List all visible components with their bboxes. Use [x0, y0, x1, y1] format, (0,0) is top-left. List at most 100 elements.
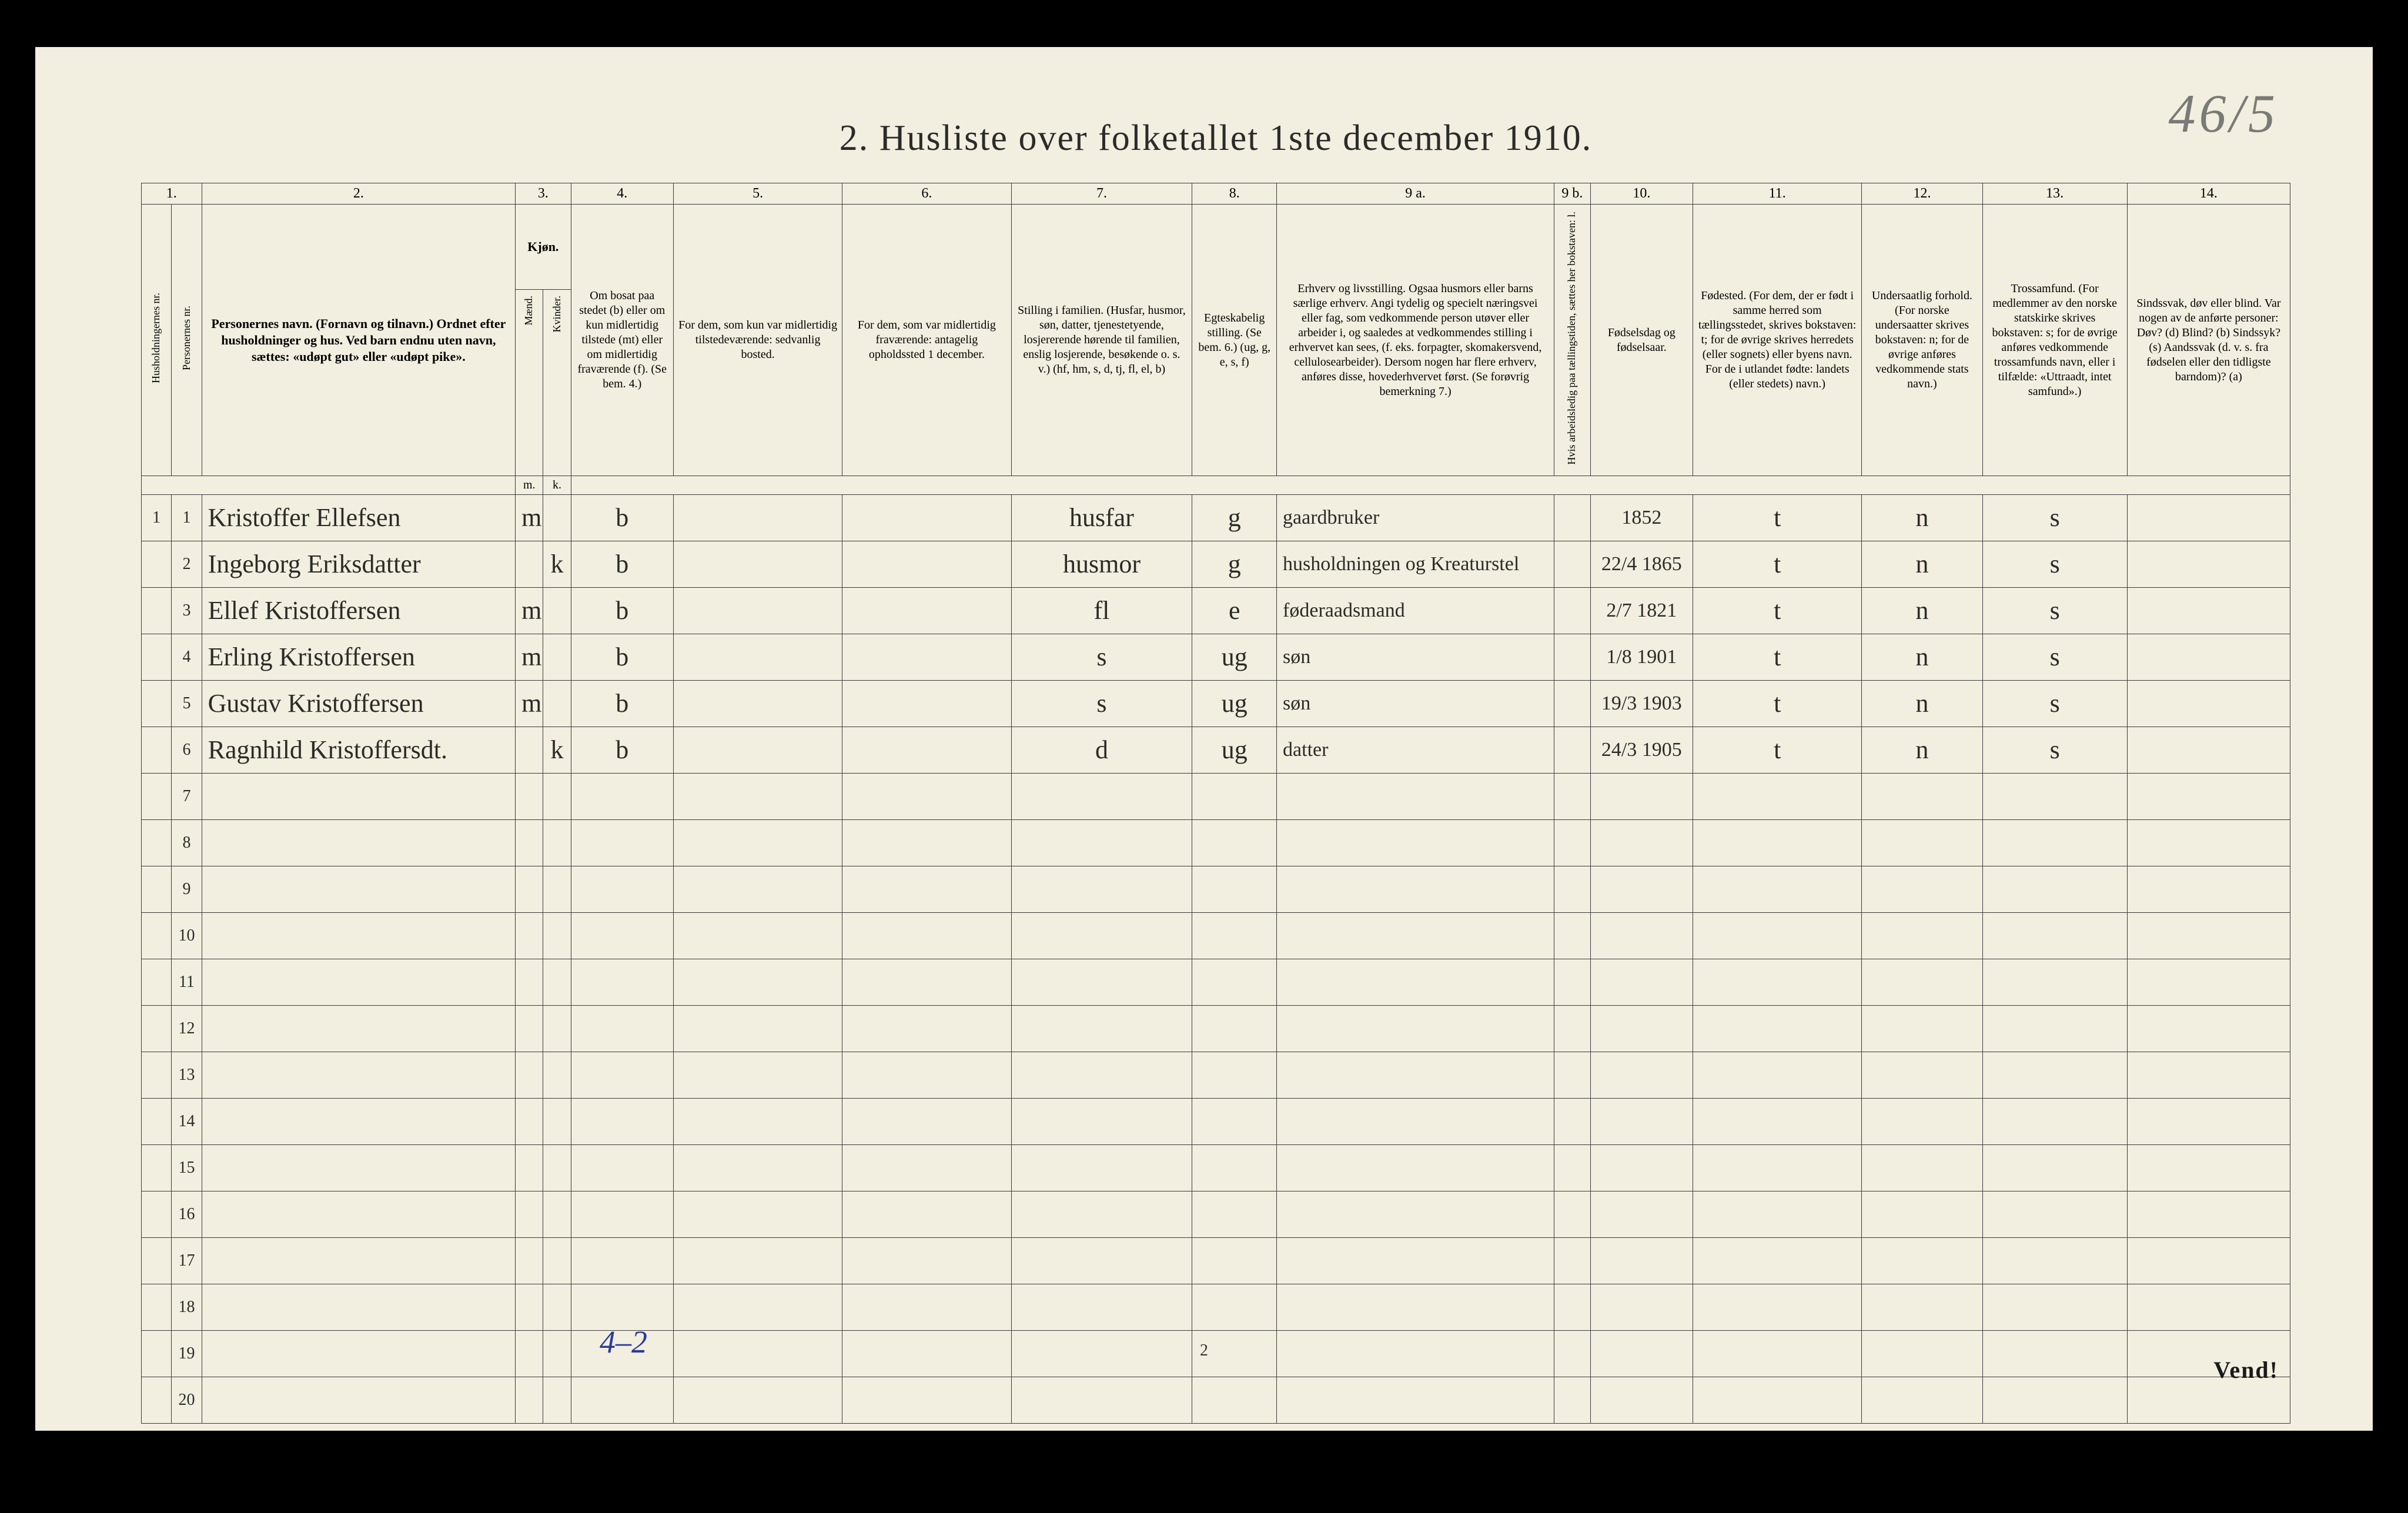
- fodested-cell: t: [1693, 588, 1862, 634]
- trossamfund-cell: s: [1982, 681, 2127, 727]
- blank-cell: 7: [172, 774, 202, 820]
- blank-cell: [1590, 774, 1693, 820]
- blank-cell: [1192, 1099, 1277, 1145]
- blank-cell: [1192, 913, 1277, 959]
- blank-cell: [1693, 1191, 1862, 1238]
- midl-frav-cell: [842, 727, 1011, 774]
- blank-cell: [1277, 913, 1554, 959]
- blank-cell: [842, 1191, 1011, 1238]
- blank-cell: [2127, 820, 2290, 866]
- blank-cell: [202, 820, 516, 866]
- bosat-cell: b: [571, 634, 673, 681]
- colnum: 11.: [1693, 183, 1862, 205]
- blank-cell: [1277, 866, 1554, 913]
- colnum: 7.: [1011, 183, 1192, 205]
- blank-cell: [571, 820, 673, 866]
- printed-page-number: 2: [1200, 1341, 1208, 1360]
- midl-frav-cell: [842, 634, 1011, 681]
- blank-cell: 9: [172, 866, 202, 913]
- blank-cell: [142, 774, 172, 820]
- blank-cell: [673, 774, 842, 820]
- blank-cell: [1693, 959, 1862, 1006]
- person-name-cell: Ellef Kristoffersen: [202, 588, 516, 634]
- blank-cell: [1590, 1145, 1693, 1191]
- blank-cell: [842, 820, 1011, 866]
- midl-frav-cell: [842, 541, 1011, 588]
- midl-frav-cell: [842, 588, 1011, 634]
- blank-cell: [1862, 1052, 1982, 1099]
- sindssvak-cell: [2127, 588, 2290, 634]
- blank-cell: 10: [172, 913, 202, 959]
- blank-cell: [1011, 1238, 1192, 1284]
- person-name-cell: Gustav Kristoffersen: [202, 681, 516, 727]
- undersaat-cell: n: [1862, 727, 1982, 774]
- colnum: 9 b.: [1554, 183, 1591, 205]
- blank-cell: [142, 913, 172, 959]
- header-pers-nr: Personernes nr.: [172, 205, 202, 476]
- household-nr-cell: [142, 541, 172, 588]
- blank-cell: [1192, 1006, 1277, 1052]
- household-nr-cell: [142, 727, 172, 774]
- egteskab-cell: g: [1192, 541, 1277, 588]
- blank-cell: [1862, 774, 1982, 820]
- blank-cell: [1192, 1238, 1277, 1284]
- blank-cell: [1011, 866, 1192, 913]
- table-row-blank: 15: [142, 1145, 2290, 1191]
- blank-cell: [2127, 1099, 2290, 1145]
- bosat-cell: b: [571, 541, 673, 588]
- blank-cell: [2127, 1145, 2290, 1191]
- arbeidsledig-cell: [1554, 541, 1591, 588]
- blank-cell: [516, 913, 543, 959]
- undersaat-cell: n: [1862, 634, 1982, 681]
- header-mk-row: m. k.: [142, 476, 2290, 495]
- blank-cell: [571, 774, 673, 820]
- blank-cell: [673, 1377, 842, 1424]
- egteskab-cell: ug: [1192, 681, 1277, 727]
- blank-cell: [1590, 1377, 1693, 1424]
- blank-cell: [571, 1238, 673, 1284]
- colnum: 9 a.: [1277, 183, 1554, 205]
- blank-cell: [1590, 1052, 1693, 1099]
- sex-m-cell: m: [516, 495, 543, 541]
- handwritten-tally: 4–2: [600, 1324, 647, 1360]
- stilling-familien-cell: husfar: [1011, 495, 1192, 541]
- blank-cell: [842, 1145, 1011, 1191]
- blank-cell: [1982, 774, 2127, 820]
- blank-cell: [842, 866, 1011, 913]
- blank-cell: [1590, 1191, 1693, 1238]
- blank-cell: [142, 1377, 172, 1424]
- sex-k-cell: [543, 634, 571, 681]
- blank-cell: [1192, 1377, 1277, 1424]
- blank-cell: [1011, 913, 1192, 959]
- header-fodested: Fødested. (For dem, der er født i samme …: [1693, 205, 1862, 476]
- header-trossamfund: Trossamfund. (For medlemmer av den norsk…: [1982, 205, 2127, 476]
- header-undersaat: Undersaatlig forhold. (For norske unders…: [1862, 205, 1982, 476]
- blank-cell: [1982, 959, 2127, 1006]
- blank-cell: [842, 1052, 1011, 1099]
- blank-cell: [142, 866, 172, 913]
- blank-cell: [202, 866, 516, 913]
- arbeidsledig-cell: [1554, 588, 1591, 634]
- blank-cell: [673, 1145, 842, 1191]
- census-table: 1. 2. 3. 4. 5. 6. 7. 8. 9 a. 9 b. 10. 11…: [141, 183, 2290, 1424]
- fodselsdato-cell: 19/3 1903: [1590, 681, 1693, 727]
- arbeidsledig-cell: [1554, 681, 1591, 727]
- colnum: 10.: [1590, 183, 1693, 205]
- blank-cell: [571, 1191, 673, 1238]
- blank-cell: [1554, 1238, 1591, 1284]
- header-label: Personernes nr.: [181, 302, 193, 374]
- blank-cell: [202, 1052, 516, 1099]
- blank-cell: [1011, 1145, 1192, 1191]
- undersaat-cell: n: [1862, 681, 1982, 727]
- colnum: 8.: [1192, 183, 1277, 205]
- blank-cell: [673, 1284, 842, 1331]
- blank-cell: [1693, 1099, 1862, 1145]
- bosat-cell: b: [571, 588, 673, 634]
- blank-cell: [142, 1331, 172, 1377]
- blank-cell: [1693, 1052, 1862, 1099]
- blank-cell: [202, 959, 516, 1006]
- table-row-blank: 18: [142, 1284, 2290, 1331]
- header-name: Personernes navn. (Fornavn og tilnavn.) …: [202, 205, 516, 476]
- header-label: Mænd.: [523, 292, 535, 329]
- spacer: [571, 476, 2290, 495]
